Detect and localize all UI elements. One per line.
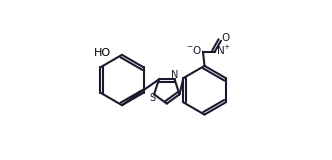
Text: N: N [171, 70, 178, 80]
Text: HO: HO [94, 48, 111, 58]
Text: O: O [222, 33, 230, 43]
Text: S: S [149, 93, 156, 103]
Text: N$^{+}$: N$^{+}$ [215, 44, 231, 57]
Text: $^{-}$O: $^{-}$O [186, 44, 202, 56]
